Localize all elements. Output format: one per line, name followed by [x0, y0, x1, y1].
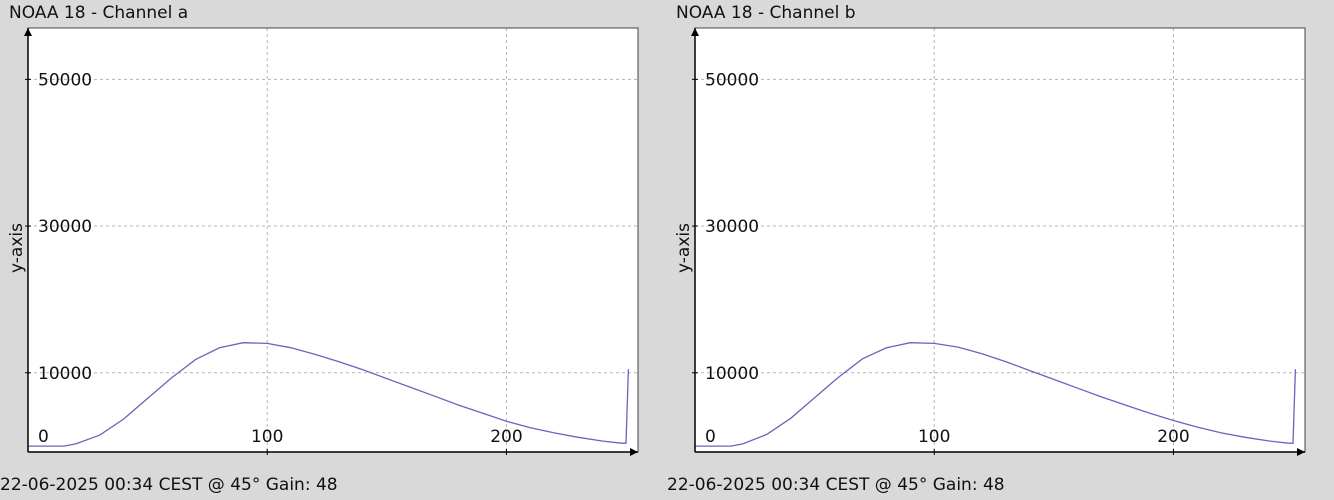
- x-tick-label: 100: [251, 427, 283, 447]
- y-tick-label: 10000: [705, 364, 759, 384]
- chart-title: NOAA 18 - Channel b: [676, 3, 856, 23]
- y-tick-label: 50000: [705, 70, 759, 90]
- x-axis-arrow: [1297, 448, 1305, 456]
- y-axis-label: y-axis: [7, 223, 27, 273]
- plot-area: [695, 28, 1305, 452]
- chart-footer: 22-06-2025 00:34 CEST @ 45° Gain: 48: [0, 475, 338, 495]
- chart-title: NOAA 18 - Channel a: [9, 3, 189, 23]
- chart-footer: 22-06-2025 00:34 CEST @ 45° Gain: 48: [667, 475, 1005, 495]
- chart-panel-a: NOAA 18 - Channel a 100 200 50000 30000 1000…: [0, 0, 660, 500]
- y-tick-label: 0: [38, 427, 49, 447]
- y-tick-label: 10000: [38, 364, 92, 384]
- y-tick-label: 0: [705, 427, 716, 447]
- x-tick-label: 100: [918, 427, 950, 447]
- y-tick-label: 50000: [38, 70, 92, 90]
- x-tick-label: 200: [490, 427, 522, 447]
- x-axis-arrow: [630, 448, 638, 456]
- y-tick-label: 30000: [38, 217, 92, 237]
- plot-area: [28, 28, 638, 452]
- chart-plot-b: 100 200 50000 30000 10000 0 y-axis: [674, 27, 1306, 456]
- y-tick-label: 30000: [705, 217, 759, 237]
- chart-panel-b: NOAA 18 - Channel b 100 200 50000 30000 1000…: [667, 0, 1327, 500]
- series-line: [695, 342, 1297, 447]
- y-axis-arrow: [24, 28, 32, 36]
- x-tick-label: 200: [1157, 427, 1189, 447]
- series-line: [28, 342, 630, 447]
- chart-plot-a: 100 200 50000 30000 10000 0 y-axis: [7, 27, 639, 456]
- y-axis-arrow: [691, 28, 699, 36]
- y-axis-label: y-axis: [674, 223, 694, 273]
